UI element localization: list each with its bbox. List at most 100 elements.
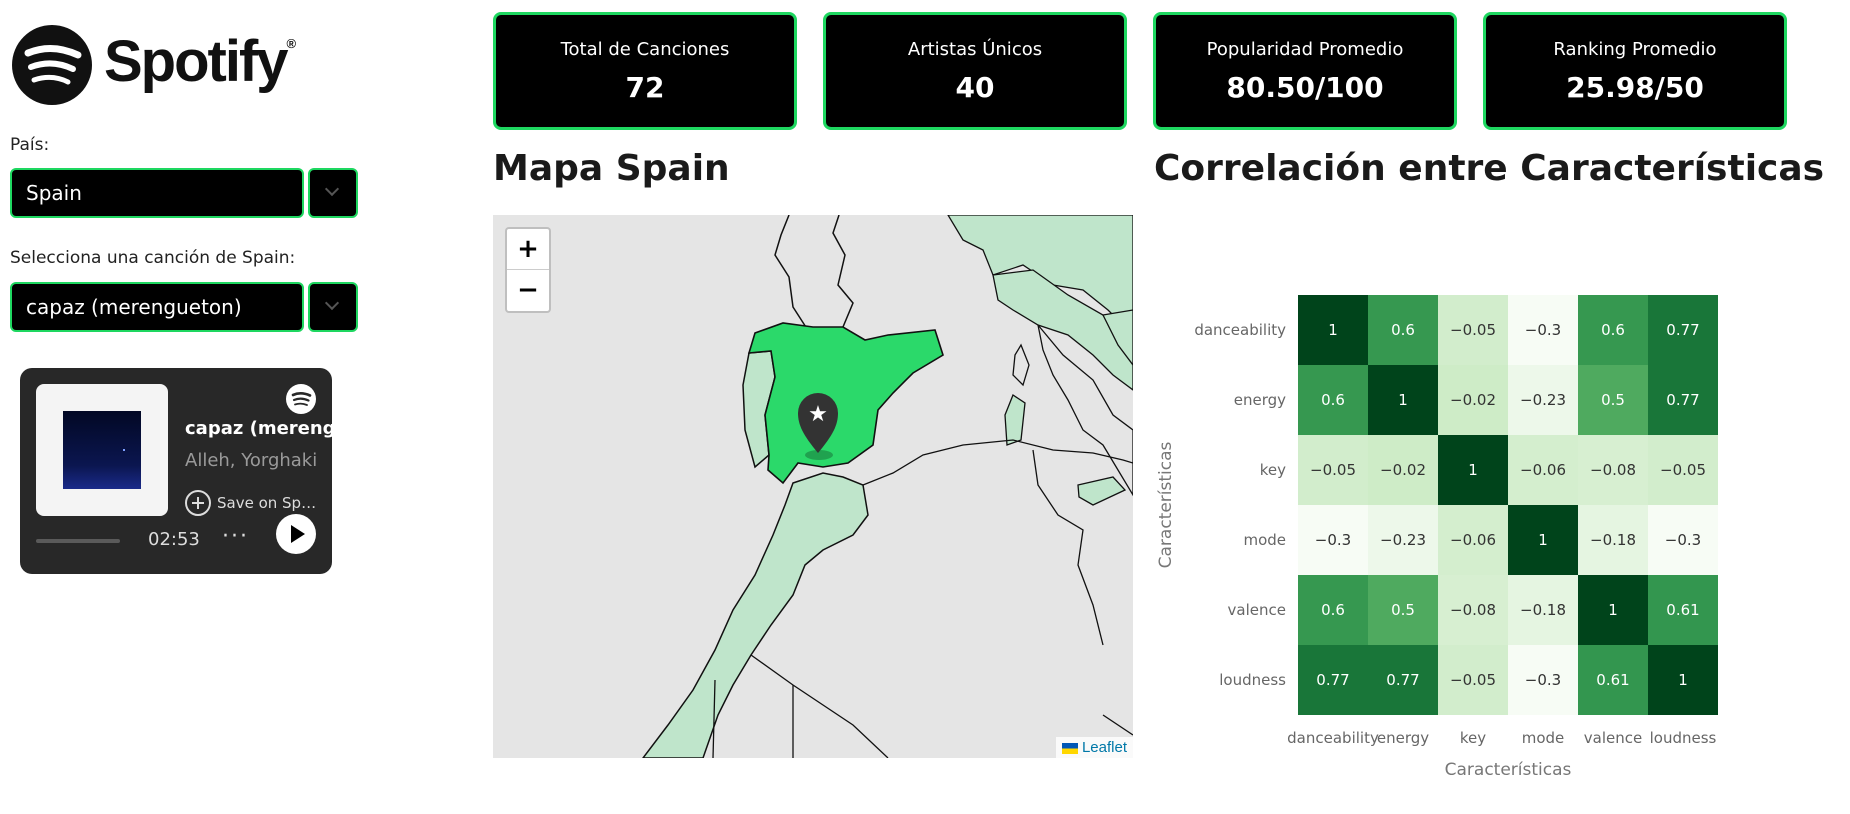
kpi-unique-artists: Artistas Únicos 40 [823,12,1127,130]
heatmap-cell[interactable] [1648,365,1718,435]
album-art [63,411,141,489]
heatmap-cell[interactable] [1578,295,1648,365]
map-marker-icon[interactable]: ★ [798,393,838,460]
chevron-down-icon[interactable] [308,168,358,218]
y-tick-label: valence [1228,601,1286,619]
heatmap-cell[interactable] [1648,645,1718,715]
heatmap-title: Correlación entre Características [1154,148,1825,189]
play-button[interactable] [276,514,316,554]
heatmap-cell-label: −0.23 [1380,531,1426,549]
heatmap-cell[interactable] [1368,505,1438,575]
heatmap-cell-label: 0.77 [1666,391,1699,409]
heatmap-cell-label: 1 [1538,531,1548,549]
heatmap-cell-label: −0.3 [1525,321,1561,339]
track-duration: 02:53 [148,529,200,550]
spotify-icon[interactable] [286,384,316,414]
heatmap-cell[interactable] [1368,365,1438,435]
heatmap-cell[interactable] [1508,295,1578,365]
heatmap-cell[interactable] [1648,435,1718,505]
heatmap-cell[interactable] [1438,645,1508,715]
heatmap-cell-label: −0.3 [1525,671,1561,689]
correlation-heatmap[interactable]: 1 0.6 −0.05 −0.3 0.6 0.770.6 1 −0.02 −0.23 0.5 0.7… [1155,280,1755,790]
heatmap-cell[interactable] [1508,435,1578,505]
heatmap-cell-label: −0.23 [1520,391,1566,409]
country-select-value[interactable]: Spain [10,168,304,218]
heatmap-cell[interactable] [1368,435,1438,505]
attribution-link[interactable]: Leaflet [1081,739,1127,756]
heatmap-cell-label: 0.5 [1391,601,1415,619]
x-tick-label: valence [1584,729,1642,747]
kpi-value: 80.50/100 [1226,71,1384,104]
heatmap-cell[interactable] [1298,435,1368,505]
heatmap-cell-label: 1 [1398,391,1408,409]
heatmap-cell-label: −0.18 [1520,601,1566,619]
zoom-out-button[interactable]: − [517,275,539,305]
heatmap-cell[interactable] [1298,505,1368,575]
heatmap-cell[interactable] [1578,645,1648,715]
ukraine-flag-icon [1061,742,1078,754]
kpi-label: Artistas Únicos [907,39,1043,60]
heatmap-cell[interactable] [1298,365,1368,435]
heatmap-cell[interactable] [1438,295,1508,365]
heatmap-cell[interactable] [1578,575,1648,645]
kpi-value: 25.98/50 [1566,71,1704,104]
heatmap-cell[interactable] [1368,575,1438,645]
spotify-logo: Spotify® [12,22,312,105]
spotify-embed-player: capaz (merengueton) Alleh, Yorghaki Save… [20,368,332,574]
heatmap-cell-label: −0.06 [1520,461,1566,479]
svg-text:★: ★ [808,402,828,427]
heatmap-cell[interactable] [1578,365,1648,435]
x-tick-label: loudness [1650,729,1717,747]
zoom-control: + − [505,227,551,313]
y-axis-title: Características [1156,441,1176,568]
heatmap-cell[interactable] [1368,645,1438,715]
kpi-value: 40 [955,71,995,104]
heatmap-cell[interactable] [1298,645,1368,715]
heatmap-cell-label: −0.05 [1310,461,1356,479]
album-cover[interactable] [36,384,168,516]
heatmap-cell-label: −0.05 [1450,671,1496,689]
more-options-button[interactable]: ··· [222,524,249,549]
country-label: País: [10,135,50,155]
heatmap-cell-label: 0.6 [1321,391,1345,409]
heatmap-cell[interactable] [1508,645,1578,715]
heatmap-cell[interactable] [1298,575,1368,645]
heatmap-cell[interactable] [1508,575,1578,645]
logo-wordmark: Spotify® [104,29,297,94]
heatmap-cell[interactable] [1578,505,1648,575]
x-tick-label: energy [1377,729,1429,747]
heatmap-cell-label: 1 [1468,461,1478,479]
heatmap-cell[interactable] [1368,295,1438,365]
heatmap-cell[interactable] [1438,435,1508,505]
heatmap-cell-label: −0.3 [1665,531,1701,549]
heatmap-cell-label: −0.05 [1660,461,1706,479]
track-artist[interactable]: Alleh, Yorghaki [185,450,318,471]
heatmap-cell[interactable] [1508,505,1578,575]
heatmap-cell-label: 0.77 [1386,671,1419,689]
song-label: Selecciona una canción de Spain: [10,248,296,268]
leaflet-map[interactable]: ★ + − Leaflet [493,215,1133,758]
heatmap-cell[interactable] [1578,435,1648,505]
heatmap-cell[interactable] [1648,295,1718,365]
progress-bar[interactable] [36,539,120,543]
save-label: Save on Spotify [217,494,317,512]
song-select[interactable]: capaz (merengueton) [10,282,358,332]
song-select-value[interactable]: capaz (merengueton) [10,282,304,332]
save-button[interactable]: Save on Spotify [185,490,317,516]
heatmap-cell[interactable] [1298,295,1368,365]
heatmap-cell[interactable] [1438,365,1508,435]
heatmap-cell[interactable] [1648,505,1718,575]
country-select[interactable]: Spain [10,168,358,218]
chevron-down-icon[interactable] [308,282,358,332]
map-attribution[interactable]: Leaflet [1055,737,1133,758]
heatmap-cell[interactable] [1508,365,1578,435]
heatmap-cell[interactable] [1438,575,1508,645]
map-title: Mapa Spain [493,148,730,189]
y-tick-label: loudness [1219,671,1286,689]
map-tiles[interactable]: ★ [493,215,1133,758]
heatmap-cell[interactable] [1438,505,1508,575]
track-title[interactable]: capaz (merengueton) [185,418,332,439]
y-tick-label: key [1260,461,1286,479]
zoom-in-button[interactable]: + [507,229,549,270]
heatmap-cell[interactable] [1648,575,1718,645]
